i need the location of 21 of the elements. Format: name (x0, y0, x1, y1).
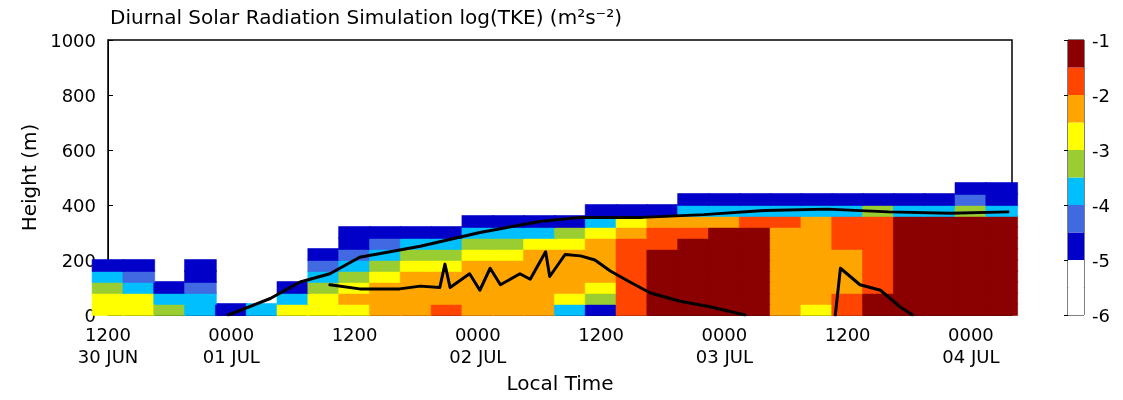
x-tick-label: 1200 30 JUN (77, 323, 139, 367)
x-tick-label: 1200 (331, 323, 378, 345)
y-axis-title: Height (m) (17, 123, 42, 232)
y-tick-label: 400 (61, 194, 96, 216)
x-tick-label: 0000 04 JUL (942, 323, 1000, 367)
y-tick-label: 800 (61, 84, 96, 106)
x-axis-title: Local Time (506, 371, 614, 395)
x-tick-label: 0000 01 JUL (202, 323, 260, 367)
color-bar-label: -3 (1092, 139, 1110, 161)
color-bar-label: -4 (1092, 194, 1110, 216)
chart-title: Diurnal Solar Radiation Simulation log(TKE) (m²s⁻²) (110, 5, 622, 29)
y-tick-label: 600 (61, 139, 96, 161)
x-tick-label: 0000 03 JUL (695, 323, 753, 367)
color-bar-label: -5 (1092, 249, 1110, 271)
color-bar-label: -6 (1092, 304, 1110, 326)
color-bar-label: -1 (1092, 29, 1110, 51)
x-tick-label: 1200 (578, 323, 624, 345)
x-tick-label: 0000 02 JUL (449, 323, 507, 367)
y-tick-label: 1000 (50, 29, 96, 51)
color-bar-label: -2 (1092, 84, 1110, 106)
x-tick-label: 1200 (824, 323, 871, 345)
